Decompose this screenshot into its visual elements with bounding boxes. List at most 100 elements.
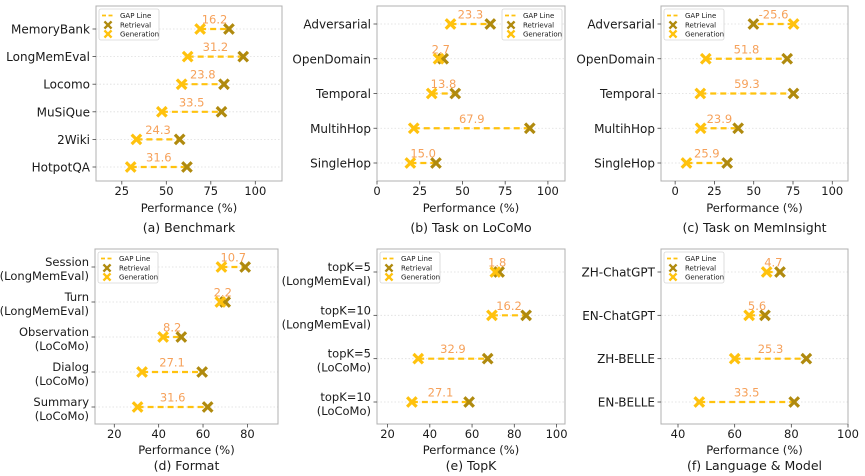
y-tick-label: SingleHop — [310, 157, 371, 171]
y-tick-label-line-1: topK=5 — [328, 260, 371, 274]
gap-value-label: 25.9 — [694, 147, 720, 161]
generation-marker-stroke-2 — [432, 52, 445, 65]
generation-marker-stroke-2 — [194, 23, 206, 35]
gap-value-label: 4.7 — [764, 256, 782, 270]
y-tick-label: Temporal — [315, 87, 371, 101]
x-tick-label: 0 — [373, 184, 380, 198]
gap-value-label: 32.9 — [440, 342, 466, 356]
retrieval-marker — [173, 133, 186, 146]
x-axis-label: Performance (%) — [423, 201, 519, 215]
generation-marker-stroke-2 — [489, 266, 502, 278]
generation-marker — [787, 18, 800, 30]
gap-value-label: 15.0 — [410, 147, 436, 161]
x-tick-label: 25 — [114, 184, 129, 198]
generation-marker-stroke-2 — [407, 122, 420, 135]
y-tick-label-line-2: (LoCoMo) — [35, 339, 89, 353]
legend-generation-label: Generation — [119, 274, 158, 282]
gap-value-label: 31.6 — [146, 151, 172, 165]
generation-marker — [405, 396, 418, 408]
generation-marker — [181, 50, 194, 63]
category-row: MemoryBank 16.2 — [11, 13, 235, 37]
retrieval-marker-stroke-2 — [239, 261, 252, 273]
generation-marker — [407, 122, 420, 135]
generation-marker — [412, 352, 425, 365]
generation-marker-stroke-2 — [412, 352, 425, 365]
generation-marker-stroke-2 — [743, 309, 755, 322]
generation-marker-stroke-2 — [444, 18, 457, 30]
generation-marker — [215, 261, 228, 273]
legend-box — [97, 251, 159, 284]
generation-marker-stroke-2 — [760, 266, 773, 278]
legend-retrieval-icon-stroke-2 — [103, 20, 113, 30]
x-tick-label: 75 — [203, 184, 218, 198]
x-tick-label: 25 — [412, 184, 427, 198]
category-row: topK=10(LongMemEval) 16.2 — [282, 299, 532, 331]
generation-marker — [694, 87, 707, 100]
category-row: ZH-BELLE 25.3 — [597, 342, 813, 366]
x-tick-label: 80 — [784, 427, 799, 441]
retrieval-marker-stroke-2 — [173, 133, 186, 146]
generation-marker-stroke-2 — [425, 87, 438, 100]
retrieval-marker-stroke-2 — [520, 309, 532, 322]
plot-frame — [376, 248, 566, 425]
legend-generation-label: Generation — [120, 31, 159, 39]
generation-marker-stroke-2 — [694, 122, 707, 135]
retrieval-marker — [223, 23, 235, 35]
x-tick-label: 50 — [746, 184, 761, 198]
generation-marker-stroke-2 — [728, 352, 741, 365]
legend-retrieval-icon — [384, 263, 394, 273]
legend-box — [98, 8, 160, 41]
legend-gap-line-label: GAP Line — [120, 12, 151, 20]
generation-marker-stroke-2 — [155, 105, 168, 118]
legend-generation-icon — [506, 29, 516, 39]
y-tick-label: MuSiQue — [37, 105, 90, 119]
x-tick-label: 50 — [455, 184, 470, 198]
retrieval-marker-stroke-2 — [449, 87, 462, 100]
category-row: OpenDomain 51.8 — [576, 42, 794, 66]
generation-marker-stroke-2 — [405, 396, 418, 408]
retrieval-marker-stroke-2 — [523, 122, 536, 135]
retrieval-marker-stroke-2 — [732, 122, 745, 135]
gap-value-label: 23.9 — [707, 112, 733, 126]
retrieval-marker — [215, 105, 228, 118]
panel-caption: (e) TopK — [446, 458, 498, 473]
retrieval-marker-stroke-2 — [181, 161, 193, 173]
gap-value-label: 13.8 — [431, 77, 457, 91]
retrieval-marker-stroke-2 — [759, 309, 771, 322]
gap-value-label: 2.2 — [214, 286, 232, 300]
x-tick-label: 60 — [196, 427, 211, 441]
x-tick-label: 60 — [727, 427, 742, 441]
category-row: Dialog(LoCoMo) 27.1 — [35, 356, 209, 388]
y-tick-label: MultihHop — [594, 122, 655, 136]
panel-c: 0 25 50 75 100 Performance (%) (c) Task on Mem… — [576, 5, 849, 235]
y-tick-label-line-2: (LoCoMo) — [35, 374, 89, 388]
y-tick-label: ZH-ChatGPT — [582, 266, 656, 280]
x-tick-label: 0 — [671, 184, 678, 198]
generation-marker — [694, 122, 707, 135]
generation-marker-stroke-2 — [215, 261, 228, 273]
legend-generation-label: Generation — [523, 31, 562, 39]
generation-marker-stroke-2 — [124, 161, 137, 173]
x-tick-label: 60 — [465, 427, 480, 441]
category-row: ZH-ChatGPT 4.7 — [582, 256, 786, 280]
x-tick-label: 100 — [821, 184, 843, 198]
retrieval-marker-stroke-2 — [787, 87, 800, 100]
generation-marker — [157, 331, 169, 343]
retrieval-marker — [523, 122, 536, 135]
retrieval-marker — [175, 331, 188, 343]
gap-value-label: 51.8 — [734, 42, 760, 56]
category-row: Temporal 13.8 — [315, 77, 462, 101]
retrieval-marker — [788, 396, 801, 408]
y-tick-label-line-1: Dialog — [52, 360, 89, 374]
legend-box — [663, 251, 725, 284]
gap-value-label: 10.7 — [220, 251, 246, 265]
generation-marker-stroke-2 — [693, 396, 706, 408]
retrieval-marker-stroke-2 — [201, 401, 214, 413]
category-row: topK=5(LongMemEval) 1.8 — [282, 256, 507, 289]
y-tick-label-line-2: (LongMemEval) — [0, 304, 89, 318]
legend-generation-label: Generation — [685, 31, 724, 39]
legend-gap-line-label: GAP Line — [685, 255, 716, 263]
